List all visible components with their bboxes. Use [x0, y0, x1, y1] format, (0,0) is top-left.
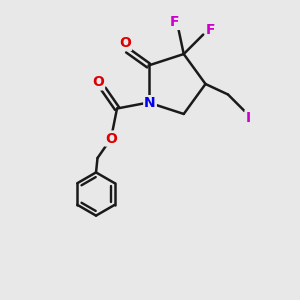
Text: I: I	[245, 111, 251, 124]
Text: N: N	[144, 96, 156, 110]
Text: F: F	[170, 15, 179, 29]
Text: O: O	[92, 75, 104, 89]
Text: O: O	[105, 131, 117, 146]
Text: O: O	[119, 36, 131, 50]
Text: F: F	[206, 23, 215, 37]
